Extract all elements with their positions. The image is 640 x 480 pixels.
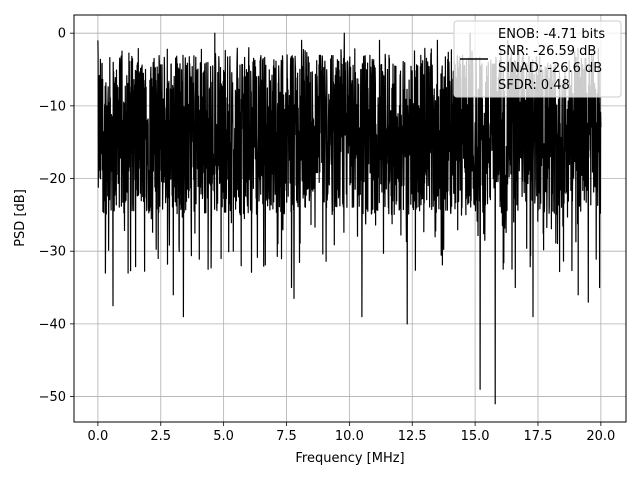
x-tick-label: 0.0 [88,429,109,444]
y-axis-label: PSD [dB] [13,189,28,247]
x-tick-label: 2.5 [150,429,171,444]
ticks: 0.0 2.5 5.0 7.5 10.0 12.5 15.0 17.5 20.0 0 −10 −20 −… [39,27,616,444]
x-tick-label: 12.5 [398,429,427,444]
x-axis-label: Frequency [MHz] [295,451,404,466]
x-tick-label: 5.0 [213,429,234,444]
legend-enob: ENOB: -4.71 bits [498,27,605,42]
x-tick-label: 10.0 [335,429,364,444]
x-tick-label: 20.0 [586,429,615,444]
legend: ENOB: -4.71 bits SNR: -26.59 dB SINAD: -… [453,20,622,98]
y-tick-label: −30 [39,245,66,260]
plot-frame [73,14,627,423]
y-tick-label: −10 [39,99,66,114]
y-tick-label: −50 [39,390,66,405]
legend-box [453,20,622,98]
legend-sinad: SINAD: -26.6 dB [498,61,602,76]
y-tick-label: −40 [39,317,66,332]
legend-sfdr: SFDR: 0.48 [498,78,570,93]
x-tick-label: 17.5 [524,429,553,444]
legend-snr: SNR: -26.59 dB [498,44,596,59]
x-tick-label: 15.0 [461,429,490,444]
y-tick-label: −20 [39,172,66,187]
x-tick-label: 7.5 [276,429,297,444]
y-tick-label: 0 [58,27,66,42]
